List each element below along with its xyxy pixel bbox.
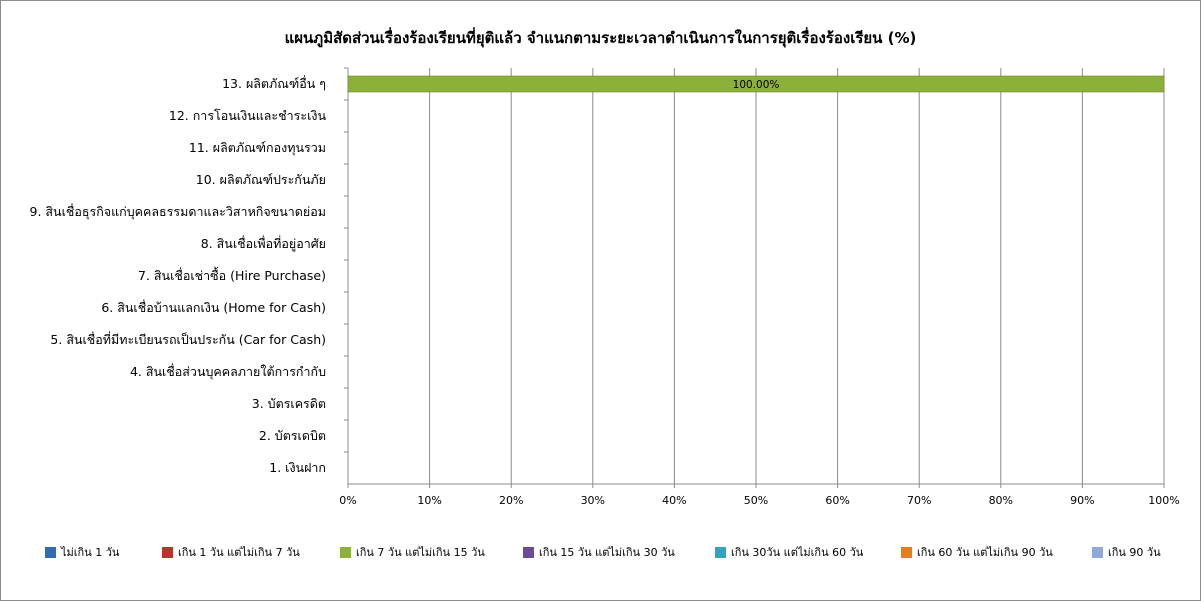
category-label: 10. ผลิตภัณฑ์ประกันภัย — [196, 172, 326, 187]
legend-label: เกิน 1 วัน แต่ไม่เกิน 7 วัน — [178, 546, 300, 559]
legend-label: ไม่เกิน 1 วัน — [61, 546, 120, 559]
legend-swatch — [715, 546, 726, 558]
legend-item: เกิน 1 วัน แต่ไม่เกิน 7 วัน — [162, 543, 300, 561]
legend-swatch — [45, 546, 56, 558]
x-tick-label: 80% — [989, 494, 1013, 507]
x-tick-label: 40% — [662, 494, 686, 507]
legend-swatch — [901, 546, 912, 558]
category-label: 8. สินเชื่อเพื่อที่อยู่อาศัย — [201, 235, 326, 252]
legend-label: เกิน 30วัน แต่ไม่เกิน 60 วัน — [731, 546, 864, 559]
category-label: 6. สินเชื่อบ้านแลกเงิน (Home for Cash) — [101, 299, 326, 315]
x-tick-label: 0% — [339, 494, 356, 507]
x-tick-label: 90% — [1070, 494, 1094, 507]
x-tick-label: 10% — [417, 494, 441, 507]
bar-segment — [347, 75, 1165, 93]
category-label: 12. การโอนเงินและชำระเงิน — [169, 108, 327, 123]
category-label: 7. สินเชื่อเช่าซื้อ (Hire Purchase) — [138, 266, 326, 283]
legend-swatch — [340, 546, 351, 558]
category-label: 9. สินเชื่อธุรกิจแก่บุคคลธรรมดาและวิสาหก… — [30, 203, 326, 220]
category-label: 2. บัตรเดบิต — [259, 428, 326, 443]
category-label: 13. ผลิตภัณฑ์อื่น ๆ — [222, 75, 326, 91]
chart-title: แผนภูมิสัดส่วนเรื่องร้องเรียนที่ยุติแล้ว… — [284, 29, 917, 47]
legend-item: เกิน 7 วัน แต่ไม่เกิน 15 วัน — [340, 543, 485, 561]
legend-swatch — [1092, 546, 1103, 558]
x-tick-label: 20% — [499, 494, 523, 507]
data-label: 100.00% — [733, 79, 780, 91]
legend-swatch — [162, 546, 173, 558]
x-tick-label: 100% — [1148, 494, 1179, 507]
x-tick-label: 50% — [744, 494, 768, 507]
category-label: 4. สินเชื่อส่วนบุคคลภายใต้การกำกับ — [130, 363, 326, 380]
x-tick-label: 60% — [825, 494, 849, 507]
chart-legend: ไม่เกิน 1 วัน เกิน 1 วัน แต่ไม่เกิน 7 วัน… — [0, 543, 1201, 561]
legend-item: เกิน 15 วัน แต่ไม่เกิน 30 วัน — [523, 543, 675, 561]
category-label: 3. บัตรเครดิต — [252, 396, 326, 411]
category-label: 11. ผลิตภัณฑ์กองทุนรวม — [189, 140, 326, 156]
legend-item: ไม่เกิน 1 วัน — [45, 543, 119, 561]
category-label: 5. สินเชื่อที่มีทะเบียนรถเป็นประกัน (Car… — [50, 331, 326, 347]
legend-swatch — [523, 546, 534, 558]
legend-label: เกิน 90 วัน — [1108, 546, 1161, 559]
category-label: 1. เงินฝาก — [269, 460, 326, 475]
legend-item: เกิน 90 วัน — [1092, 543, 1161, 561]
legend-label: เกิน 60 วัน แต่ไม่เกิน 90 วัน — [917, 546, 1053, 559]
legend-item: เกิน 30วัน แต่ไม่เกิน 60 วัน — [715, 543, 863, 561]
x-tick-label: 70% — [907, 494, 931, 507]
legend-item: เกิน 60 วัน แต่ไม่เกิน 90 วัน — [901, 543, 1053, 561]
legend-label: เกิน 15 วัน แต่ไม่เกิน 30 วัน — [539, 546, 675, 559]
x-tick-label: 30% — [581, 494, 605, 507]
legend-label: เกิน 7 วัน แต่ไม่เกิน 15 วัน — [356, 546, 485, 559]
